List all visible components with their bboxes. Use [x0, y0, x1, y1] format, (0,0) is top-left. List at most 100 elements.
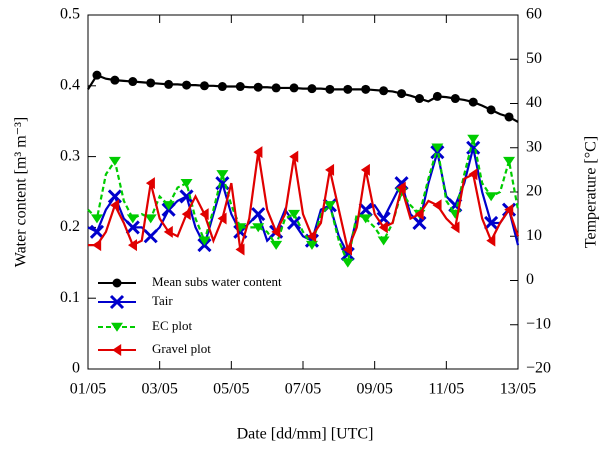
series-marker [92, 70, 102, 80]
series-marker [432, 91, 442, 101]
series-marker [216, 170, 229, 180]
series-marker [253, 82, 263, 92]
series-marker [307, 84, 317, 94]
legend-label: Mean subs water content [152, 274, 282, 289]
x-tick-label: 05/05 [213, 381, 249, 398]
series-marker [341, 258, 354, 268]
series-marker [289, 83, 299, 93]
y-tick-label: 0.5 [60, 6, 80, 23]
series-marker [146, 78, 156, 88]
x-tick-label: 07/05 [285, 381, 321, 398]
series-marker [270, 240, 283, 250]
legend-label: Tair [152, 293, 173, 308]
series-marker [397, 89, 407, 99]
y2-tick-label: 0 [526, 271, 534, 288]
series-marker [414, 208, 424, 221]
legend-label: EC plot [152, 318, 192, 333]
series-marker [90, 214, 103, 224]
series-marker [199, 81, 209, 91]
series-marker [143, 229, 158, 244]
series-marker [108, 156, 121, 166]
series-marker [323, 201, 336, 211]
series-marker [127, 239, 137, 252]
y2-axis-label: Temperature [°C] [583, 136, 600, 248]
series-marker [485, 192, 498, 202]
series-marker [468, 168, 478, 181]
series-marker [199, 208, 209, 221]
y2-tick-label: 50 [526, 50, 542, 67]
series-line [87, 138, 520, 267]
series-marker [325, 163, 335, 176]
series-marker [484, 215, 499, 231]
series-marker [378, 221, 388, 234]
y2-tick-label: −20 [526, 360, 551, 377]
series-marker [182, 80, 192, 90]
series-marker [126, 214, 139, 224]
series-marker [358, 202, 373, 217]
series-marker [271, 83, 281, 93]
series-marker [235, 243, 245, 256]
y-tick-label: 0.4 [60, 76, 80, 93]
series-marker [217, 82, 227, 92]
series-marker [504, 112, 514, 122]
legend-label: Gravel plot [152, 341, 211, 356]
series-marker [289, 150, 299, 163]
series-marker [110, 75, 120, 85]
legend-marker [109, 294, 125, 310]
x-tick-label: 01/05 [70, 381, 106, 398]
legend-marker [112, 278, 122, 288]
y2-tick-label: −10 [526, 315, 551, 332]
series-marker [486, 234, 496, 247]
legend-marker [112, 344, 122, 356]
series-marker [359, 214, 372, 224]
series-marker [89, 224, 105, 239]
series-marker [450, 221, 460, 234]
series-marker [145, 177, 155, 190]
series-marker [235, 82, 245, 92]
series-marker [164, 79, 174, 89]
series-line [88, 152, 520, 254]
y2-tick-label: 40 [526, 94, 542, 111]
series-marker [343, 84, 353, 94]
y-tick-label: 0.1 [60, 289, 80, 306]
series-marker [377, 236, 390, 246]
series-marker [110, 199, 120, 212]
series-marker [181, 208, 191, 221]
series-marker [503, 156, 516, 166]
series-marker [360, 163, 370, 176]
x-axis-label: Date [dd/mm] [UTC] [237, 426, 374, 443]
series-line [87, 73, 519, 123]
legend-marker [111, 322, 123, 332]
series-marker [286, 215, 302, 231]
x-tick-label: 09/05 [356, 381, 392, 398]
series-marker [432, 199, 442, 212]
series-marker [271, 225, 281, 238]
y2-tick-label: 30 [526, 138, 542, 155]
series-marker [431, 143, 444, 153]
series-marker [253, 146, 263, 159]
series-marker [307, 230, 317, 243]
y-tick-label: 0 [72, 360, 80, 377]
series-marker [450, 94, 460, 104]
series-marker [125, 220, 140, 235]
y2-tick-label: 60 [526, 6, 542, 23]
series-marker [504, 203, 514, 216]
series-marker [179, 189, 194, 204]
series-marker [449, 209, 462, 219]
series-marker [468, 97, 478, 107]
series-marker [163, 225, 173, 238]
y-tick-label: 0.3 [60, 147, 80, 164]
series-marker [379, 86, 389, 96]
series-marker [217, 212, 227, 225]
series-marker [305, 240, 318, 250]
series-marker [414, 94, 424, 104]
x-tick-label: 03/05 [141, 381, 177, 398]
series-marker [486, 105, 496, 115]
series-marker [396, 181, 406, 194]
series-marker [128, 77, 138, 87]
y2-tick-label: 20 [526, 183, 542, 200]
y-axis-label: Water content [m³ m⁻³] [13, 117, 30, 267]
series-marker [288, 209, 301, 219]
